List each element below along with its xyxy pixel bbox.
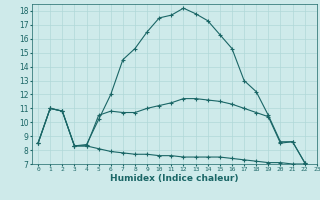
X-axis label: Humidex (Indice chaleur): Humidex (Indice chaleur): [110, 174, 239, 183]
